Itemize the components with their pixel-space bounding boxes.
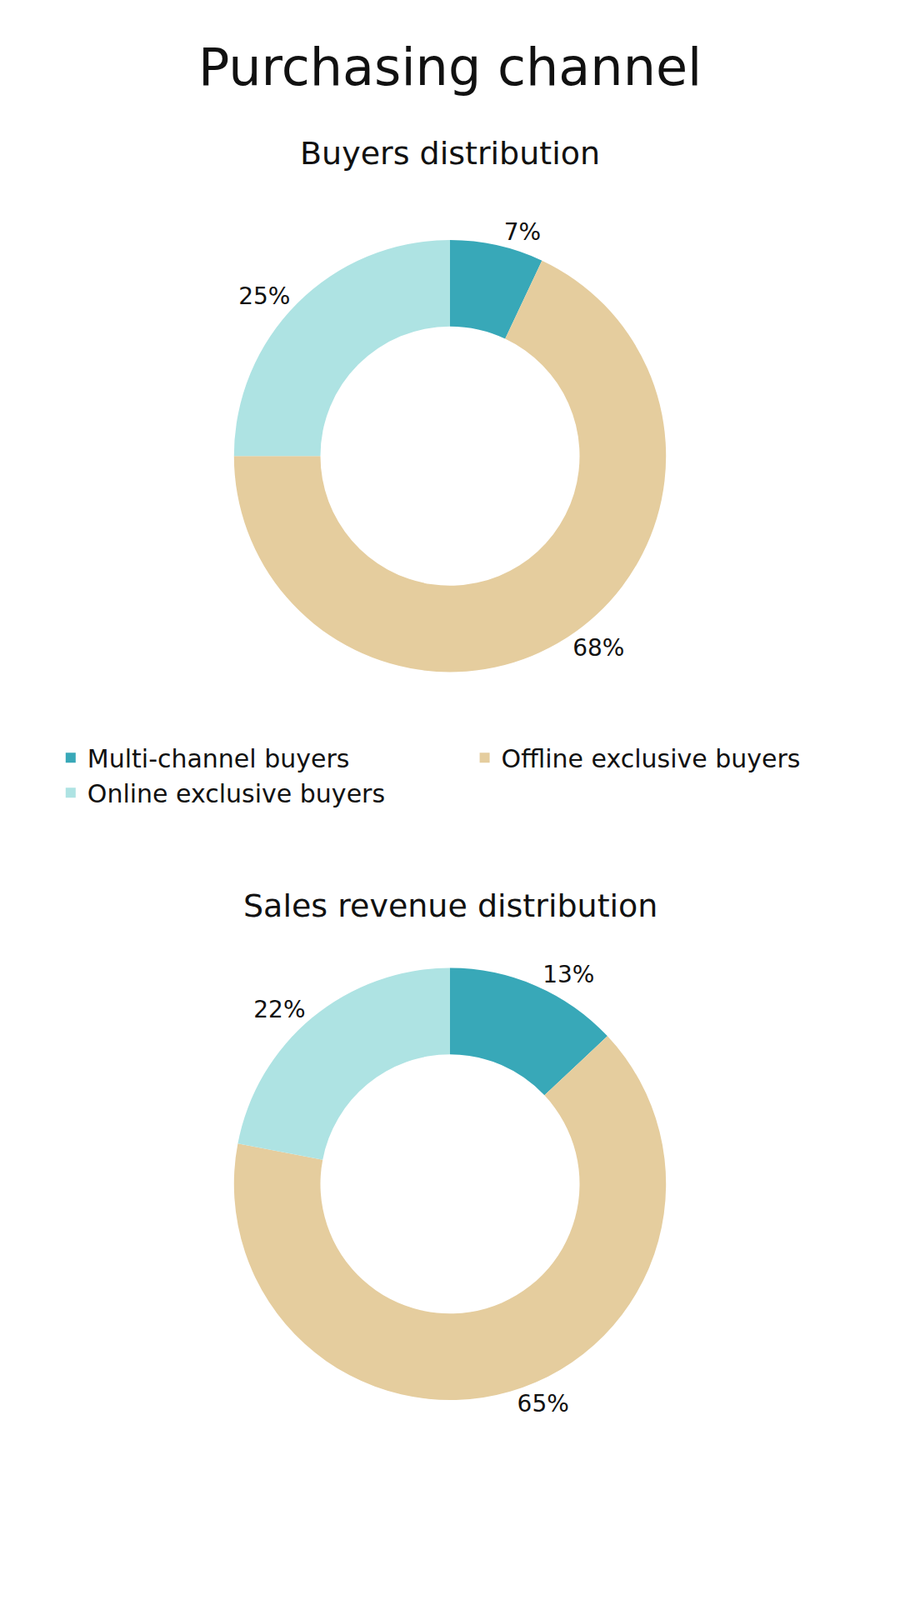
svg-text:22%: 22% xyxy=(253,995,305,1024)
svg-text:25%: 25% xyxy=(238,282,290,310)
svg-text:65%: 65% xyxy=(517,1390,570,1418)
svg-text:Multi-channel buyers: Multi-channel buyers xyxy=(87,744,350,774)
svg-text:Buyers distribution: Buyers distribution xyxy=(300,135,600,172)
svg-text:Online exclusive buyers: Online exclusive buyers xyxy=(87,779,385,809)
svg-text:68%: 68% xyxy=(572,634,625,662)
svg-text:Sales revenue distribution: Sales revenue distribution xyxy=(243,887,658,925)
svg-text:13%: 13% xyxy=(542,960,595,989)
svg-text:Offline exclusive buyers: Offline exclusive buyers xyxy=(501,744,801,774)
svg-text:7%: 7% xyxy=(504,218,541,246)
svg-text:Purchasing channel: Purchasing channel xyxy=(198,36,702,98)
